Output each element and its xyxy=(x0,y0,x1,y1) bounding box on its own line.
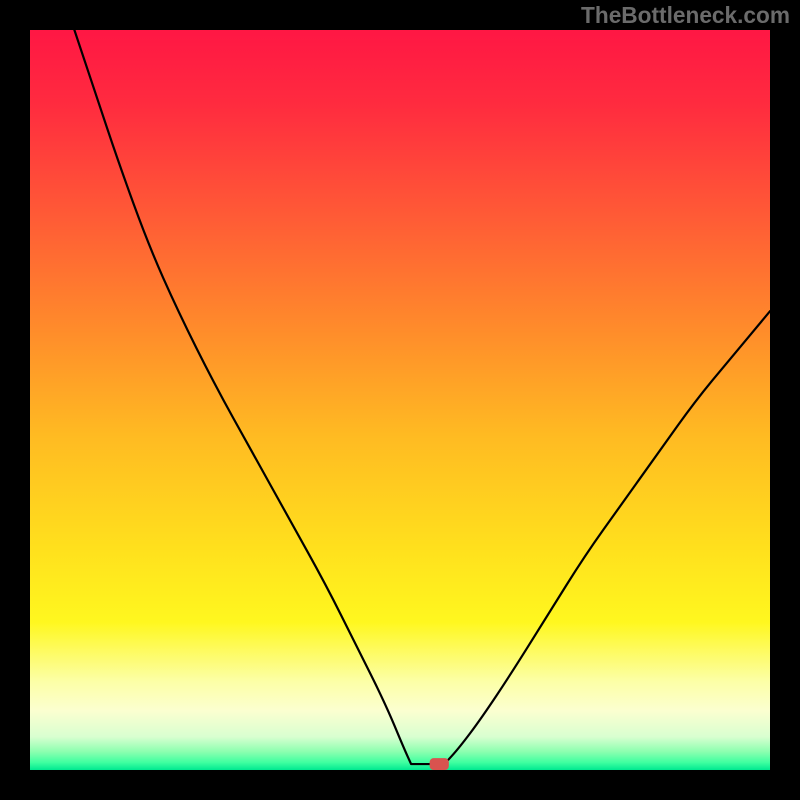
chart-frame: TheBottleneck.com xyxy=(0,0,800,800)
watermark-text: TheBottleneck.com xyxy=(581,2,790,29)
bottleneck-chart xyxy=(30,30,770,770)
chart-background xyxy=(30,30,770,770)
current-config-marker xyxy=(430,758,449,770)
